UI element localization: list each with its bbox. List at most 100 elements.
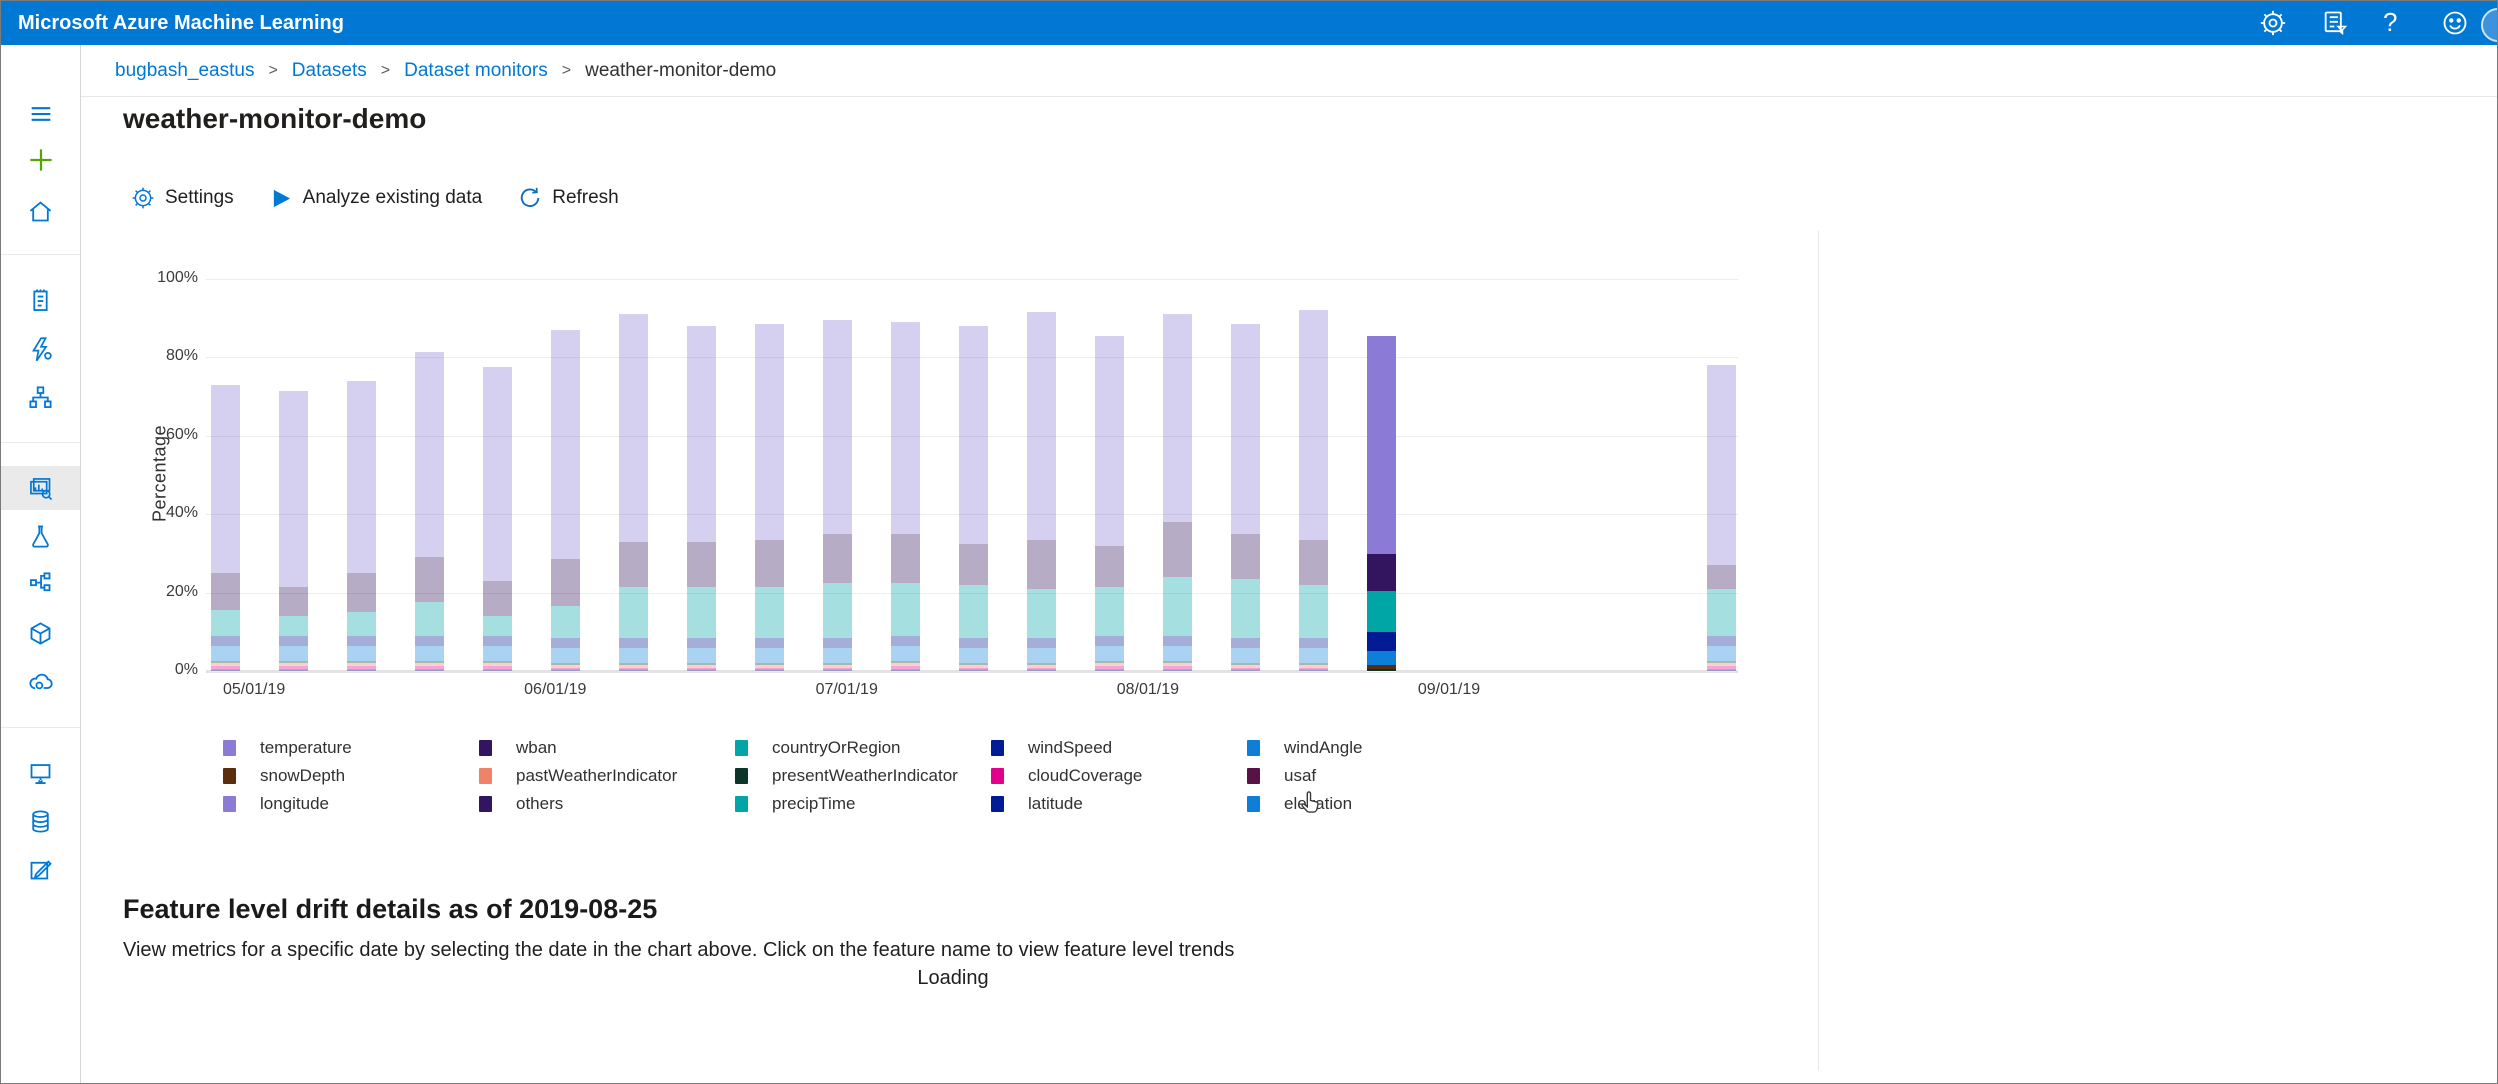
bar-segment-windSpeed[interactable] bbox=[890, 635, 920, 647]
bar-segment-wban[interactable] bbox=[482, 580, 512, 599]
legend-item-countryOrRegion[interactable]: countryOrRegion bbox=[735, 738, 991, 758]
bar-segment-wban[interactable] bbox=[618, 541, 648, 565]
bar-segment-cloudCoverage[interactable] bbox=[550, 668, 580, 670]
bar-segment-longitude[interactable] bbox=[890, 528, 920, 534]
bar-segment-presentWeatherIndicator[interactable] bbox=[346, 661, 376, 663]
bar-segment-cloudCoverage[interactable] bbox=[1298, 668, 1328, 670]
bar-segment-windSpeed[interactable] bbox=[1366, 632, 1396, 642]
bar-segment-temperature[interactable] bbox=[754, 324, 784, 534]
bar-segment-wban[interactable] bbox=[414, 557, 444, 580]
bar-segment-temperature[interactable] bbox=[346, 381, 376, 568]
bar-segment-others[interactable] bbox=[686, 564, 716, 587]
legend-item-wban[interactable]: wban bbox=[479, 738, 735, 758]
bar-segment-wban[interactable] bbox=[822, 533, 852, 559]
bar-segment-temperature[interactable] bbox=[550, 330, 580, 554]
bar-segment-pastWeatherIndicator[interactable] bbox=[1706, 662, 1736, 667]
bar-segment-presentWeatherIndicator[interactable] bbox=[210, 661, 240, 663]
sidebar-item-new[interactable] bbox=[1, 138, 80, 182]
bar-segment-cloudCoverage[interactable] bbox=[958, 668, 988, 670]
bar-segment-latitude[interactable] bbox=[822, 669, 852, 671]
sidebar-item-data-labeling[interactable] bbox=[1, 847, 80, 891]
bar-segment-others[interactable] bbox=[482, 598, 512, 617]
legend-label[interactable]: countryOrRegion bbox=[772, 738, 901, 757]
bar-segment-elevation[interactable] bbox=[278, 653, 308, 662]
bar-segment-windAngle[interactable] bbox=[1366, 650, 1396, 658]
bar-segment-wban[interactable] bbox=[686, 541, 716, 565]
bar-segment-wban[interactable] bbox=[1162, 522, 1192, 550]
bar-segment-longitude[interactable] bbox=[958, 537, 988, 544]
smiley-icon[interactable] bbox=[2441, 9, 2469, 37]
chart-bar[interactable] bbox=[1162, 314, 1192, 671]
chart-bar[interactable] bbox=[1094, 335, 1124, 671]
sidebar-menu-button[interactable] bbox=[1, 92, 80, 136]
legend-item-pastWeatherIndicator[interactable]: pastWeatherIndicator bbox=[479, 766, 735, 786]
legend-label[interactable]: windAngle bbox=[1284, 738, 1363, 757]
bar-segment-presentWeatherIndicator[interactable] bbox=[958, 663, 988, 665]
avatar[interactable] bbox=[2481, 8, 2497, 42]
bar-segment-precipTime[interactable] bbox=[1706, 612, 1736, 636]
bar-segment-longitude[interactable] bbox=[754, 533, 784, 540]
bar-segment-wban[interactable] bbox=[1366, 553, 1396, 573]
bar-segment-windAngle[interactable] bbox=[550, 648, 580, 656]
bar-segment-precipTime[interactable] bbox=[686, 612, 716, 638]
legend-label[interactable]: usaf bbox=[1284, 766, 1317, 785]
sidebar-item-compute[interactable] bbox=[1, 751, 80, 795]
bar-segment-wban[interactable] bbox=[958, 543, 988, 565]
bar-segment-latitude[interactable] bbox=[686, 669, 716, 671]
bar-segment-elevation[interactable] bbox=[1706, 653, 1736, 662]
chart-bar[interactable] bbox=[686, 326, 716, 671]
bar-segment-presentWeatherIndicator[interactable] bbox=[1026, 663, 1056, 665]
bar-segment-presentWeatherIndicator[interactable] bbox=[414, 661, 444, 663]
breadcrumb-link[interactable]: Dataset monitors bbox=[404, 60, 548, 81]
bar-segment-windAngle[interactable] bbox=[822, 648, 852, 656]
bar-segment-precipTime[interactable] bbox=[754, 612, 784, 638]
bar-segment-windSpeed[interactable] bbox=[1094, 635, 1124, 647]
bar-segment-windAngle[interactable] bbox=[346, 646, 376, 654]
bar-segment-pastWeatherIndicator[interactable] bbox=[1026, 664, 1056, 669]
bar-segment-windAngle[interactable] bbox=[1298, 648, 1328, 656]
chart-bar[interactable] bbox=[346, 381, 376, 671]
bar-segment-wban[interactable] bbox=[890, 533, 920, 559]
bar-segment-temperature[interactable] bbox=[1026, 312, 1056, 534]
bar-segment-countryOrRegion[interactable] bbox=[1162, 577, 1192, 607]
bar-segment-pastWeatherIndicator[interactable] bbox=[1230, 664, 1260, 669]
bar-segment-windSpeed[interactable] bbox=[414, 635, 444, 647]
bar-segment-others[interactable] bbox=[346, 592, 376, 613]
bar-segment-cloudCoverage[interactable] bbox=[482, 666, 512, 670]
bar-segment-windSpeed[interactable] bbox=[482, 635, 512, 647]
bar-segment-wban[interactable] bbox=[1230, 533, 1260, 557]
bar-segment-pastWeatherIndicator[interactable] bbox=[210, 662, 240, 667]
legend-label[interactable]: cloudCoverage bbox=[1028, 766, 1143, 785]
bar-segment-windAngle[interactable] bbox=[754, 648, 784, 656]
bar-segment-latitude[interactable] bbox=[1706, 669, 1736, 671]
bar-segment-presentWeatherIndicator[interactable] bbox=[1094, 661, 1124, 663]
bar-segment-windSpeed[interactable] bbox=[754, 637, 784, 649]
bar-segment-others[interactable] bbox=[1706, 577, 1736, 589]
bar-segment-longitude[interactable] bbox=[822, 527, 852, 534]
bar-segment-cloudCoverage[interactable] bbox=[1094, 666, 1124, 670]
bar-segment-temperature[interactable] bbox=[1162, 314, 1192, 517]
bar-segment-presentWeatherIndicator[interactable] bbox=[1230, 663, 1260, 665]
legend-item-cloudCoverage[interactable]: cloudCoverage bbox=[991, 766, 1247, 786]
bar-segment-elevation[interactable] bbox=[346, 653, 376, 662]
bar-segment-temperature[interactable] bbox=[890, 322, 920, 528]
bar-segment-precipTime[interactable] bbox=[210, 623, 240, 636]
settings-gear-icon[interactable] bbox=[2259, 9, 2287, 37]
bar-segment-elevation[interactable] bbox=[618, 655, 648, 664]
bar-segment-latitude[interactable] bbox=[1366, 641, 1396, 651]
bar-segment-latitude[interactable] bbox=[754, 669, 784, 671]
bar-segment-elevation[interactable] bbox=[1366, 657, 1396, 665]
bar-segment-temperature[interactable] bbox=[1366, 335, 1396, 535]
sidebar-item-models[interactable] bbox=[1, 611, 80, 655]
bar-segment-wban[interactable] bbox=[278, 586, 308, 602]
bar-segment-windAngle[interactable] bbox=[618, 648, 648, 656]
bar-segment-precipTime[interactable] bbox=[482, 625, 512, 636]
bar-segment-cloudCoverage[interactable] bbox=[414, 666, 444, 670]
legend-label[interactable]: snowDepth bbox=[260, 766, 346, 785]
bar-segment-windAngle[interactable] bbox=[414, 646, 444, 654]
bar-segment-precipTime[interactable] bbox=[1162, 606, 1192, 636]
bar-segment-others[interactable] bbox=[890, 558, 920, 583]
bar-segment-pastWeatherIndicator[interactable] bbox=[822, 664, 852, 669]
bar-segment-cloudCoverage[interactable] bbox=[210, 666, 240, 670]
bar-segment-wban[interactable] bbox=[1706, 565, 1736, 577]
